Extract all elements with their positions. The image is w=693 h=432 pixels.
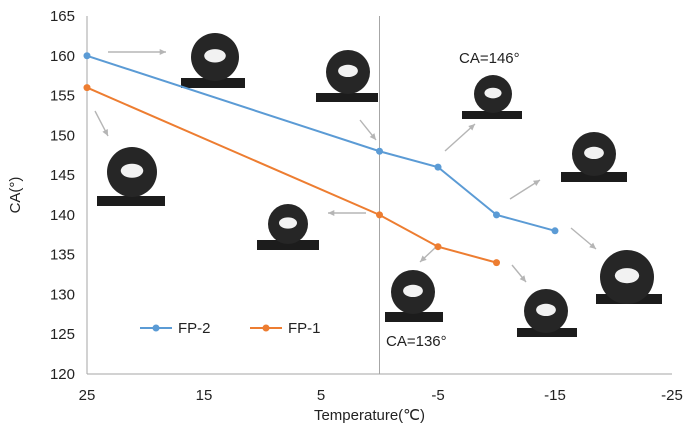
droplet-image xyxy=(462,75,522,119)
droplet-substrate xyxy=(257,240,319,250)
data-point xyxy=(551,227,559,235)
x-tick-label: -5 xyxy=(431,387,444,404)
y-tick-label: 160 xyxy=(50,48,75,65)
droplet-substrate xyxy=(316,93,378,102)
droplet-highlight xyxy=(120,163,144,178)
y-tick-label: 155 xyxy=(50,88,75,105)
x-axis-title: Temperature(℃) xyxy=(314,407,425,424)
y-tick-label: 145 xyxy=(50,167,75,184)
legend-label: FP-2 xyxy=(178,320,211,337)
y-axis-title: CA(°) xyxy=(7,177,24,214)
legend-marker xyxy=(152,324,160,332)
x-tick-label: -25 xyxy=(661,387,683,404)
droplet-image xyxy=(97,147,165,206)
annotation-ca-146: CA=146° xyxy=(459,50,520,67)
data-point xyxy=(376,147,383,155)
y-tick-label: 125 xyxy=(50,326,75,343)
legend: FP-2 FP-1 xyxy=(140,320,321,337)
droplet-substrate xyxy=(462,111,522,119)
droplet-highlight xyxy=(204,49,226,63)
droplet-highlight xyxy=(338,64,358,78)
series-line-fp-1 xyxy=(86,86,497,264)
droplet-image xyxy=(561,132,627,182)
droplet-images xyxy=(94,33,662,337)
droplet-image xyxy=(181,33,245,88)
pointer-arrowhead xyxy=(328,209,335,217)
data-point xyxy=(434,163,442,171)
legend-marker xyxy=(262,324,270,332)
data-point xyxy=(83,84,91,92)
droplet-image xyxy=(517,289,577,337)
data-point xyxy=(493,211,500,219)
droplet-image xyxy=(316,50,378,102)
pointer-arrowhead xyxy=(468,124,475,131)
data-point xyxy=(376,211,383,219)
y-tick-label: 130 xyxy=(50,286,75,303)
y-tick-label: 120 xyxy=(50,366,75,383)
pointer-arrowhead xyxy=(369,133,376,140)
y-tick-label: 150 xyxy=(50,127,75,144)
data-point xyxy=(493,259,500,267)
droplet-highlight xyxy=(279,217,297,229)
droplet-substrate xyxy=(561,172,627,182)
pointer-arrowhead xyxy=(533,180,540,186)
data-point xyxy=(434,243,442,251)
pointer-arrowhead xyxy=(102,129,108,136)
droplet-highlight xyxy=(536,303,556,317)
droplet-substrate xyxy=(385,312,443,322)
pointer-arrowhead xyxy=(159,48,166,56)
droplet-substrate xyxy=(97,196,165,206)
x-tick-label: -15 xyxy=(544,387,566,404)
droplet-substrate xyxy=(181,78,245,88)
y-tick-label: 135 xyxy=(50,247,75,264)
droplet-image xyxy=(385,270,443,322)
droplet-image xyxy=(257,204,319,250)
droplet-highlight xyxy=(614,268,640,284)
x-tick-label: 15 xyxy=(196,387,213,404)
pointer-arrowhead xyxy=(519,275,526,282)
data-point xyxy=(83,52,91,60)
pointer-arrow xyxy=(444,123,476,152)
annotation-ca-136: CA=136° xyxy=(386,333,447,350)
droplet-image xyxy=(596,250,662,304)
pointer-arrowhead xyxy=(420,255,427,262)
plot-area xyxy=(83,52,559,267)
pointer-arrowhead xyxy=(589,242,596,249)
droplet-highlight xyxy=(484,87,502,99)
y-tick-label: 140 xyxy=(50,207,75,224)
x-tick-label: 25 xyxy=(79,387,96,404)
x-tick-label: 5 xyxy=(317,387,325,404)
y-tick-label: 165 xyxy=(50,8,75,25)
droplet-highlight xyxy=(584,146,604,160)
legend-label: FP-1 xyxy=(288,320,321,337)
droplet-highlight xyxy=(403,284,423,298)
